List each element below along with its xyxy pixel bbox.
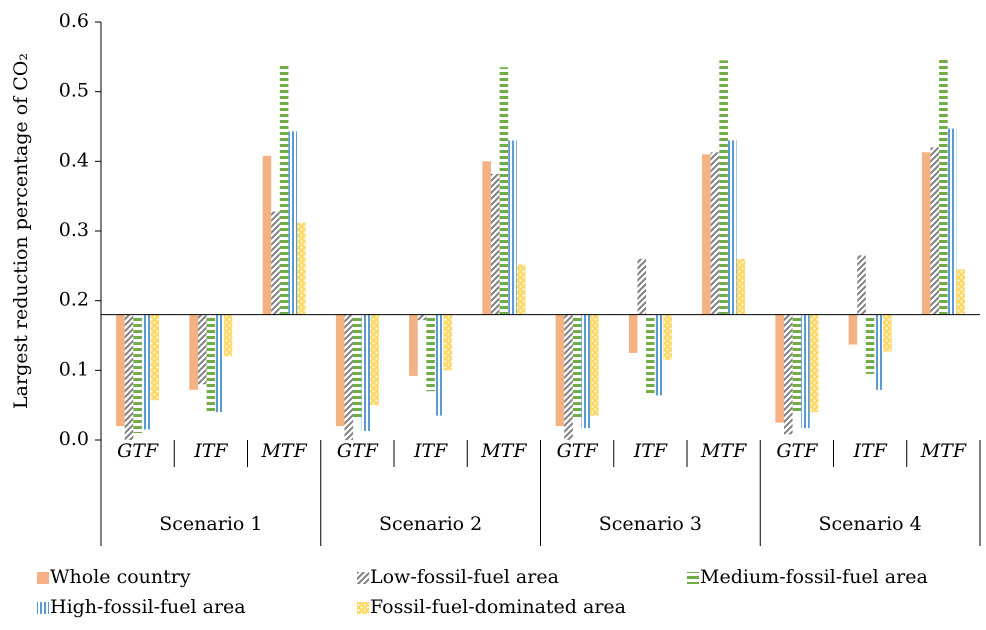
x-tick-label: GTF [117,440,159,462]
bar [883,314,892,352]
bar [947,128,957,315]
bar [555,314,565,427]
bar [564,314,573,440]
x-tick-label: GTF [776,440,818,462]
bar [279,63,289,315]
bar [215,314,224,413]
bar [116,314,125,427]
x-tick-label: MTF [480,440,527,462]
x-tick-label: GTF [337,440,379,462]
group-label: Scenario 1 [159,513,262,535]
group-label: Scenario 2 [379,513,482,535]
legend-label: High-fossil-fuel area [50,596,246,618]
y-tick-label: 0.1 [59,358,89,380]
bar [702,154,711,315]
bar [663,314,672,360]
bar [719,60,728,315]
bar [434,314,444,416]
bar [335,314,345,427]
bar [956,269,965,315]
legend-label: Whole country [50,566,191,588]
bar [848,314,858,345]
legend-swatch [357,572,369,584]
bar [874,314,884,390]
x-tick-label: MTF [700,440,747,462]
bar [344,314,354,440]
bar [482,161,491,315]
bar [736,258,746,315]
group-label: Scenario 4 [819,513,922,535]
y-tick-label: 0.3 [59,219,89,241]
bar [150,314,160,401]
bar [857,255,866,315]
legend-swatch [687,572,699,584]
group-label: Scenario 3 [599,513,702,535]
x-tick-label: ITF [413,440,448,462]
bar [133,314,142,434]
bar [417,314,427,321]
x-tick-label: ITF [852,440,887,462]
bar [262,155,272,315]
bar [223,314,233,357]
bar [783,314,793,435]
y-tick-label: 0.0 [59,428,89,450]
bar [792,314,802,413]
bar [710,152,720,315]
bar [141,314,151,430]
legend-label: Low-fossil-fuel area [370,566,559,588]
bar [409,314,418,376]
bar [490,173,500,315]
bar [197,314,207,385]
bar [361,314,371,431]
bar [297,222,306,315]
bar [124,314,134,440]
bar [921,152,931,315]
bar [801,314,810,429]
bar [353,314,362,420]
bar [775,314,784,423]
bar [939,58,948,315]
bar [516,264,526,315]
x-tick-label: ITF [633,440,668,462]
bar [508,140,517,315]
y-axis-label: Largest reduction percentage of CO₂ [10,53,32,409]
legend-label: Medium-fossil-fuel area [700,566,928,588]
bar [206,314,216,413]
legend-swatch [37,572,49,584]
bar [865,314,875,374]
bar [499,67,509,315]
bar [426,314,435,392]
bar [370,314,379,406]
bar [646,314,655,395]
legend-label: Fossil-fuel-dominated area [370,596,626,618]
y-tick-label: 0.4 [59,149,89,171]
bar [654,314,664,396]
bar [590,314,599,416]
y-tick-label: 0.2 [59,289,89,311]
x-tick-label: ITF [193,440,228,462]
bar [572,314,582,420]
x-tick-label: MTF [260,440,307,462]
legend-swatch [37,602,49,614]
x-tick-label: GTF [557,440,599,462]
bar [189,314,198,390]
bar [727,140,737,315]
legend-swatch [357,602,369,614]
y-tick-label: 0.5 [59,80,89,102]
bar [443,314,453,371]
bar [271,211,280,315]
x-tick-label: MTF [920,440,967,462]
bar [809,314,819,413]
bar [628,314,638,353]
bar [581,314,591,429]
y-tick-label: 0.6 [59,10,89,32]
bar [930,147,940,315]
bar [288,131,298,315]
bar [637,258,647,315]
